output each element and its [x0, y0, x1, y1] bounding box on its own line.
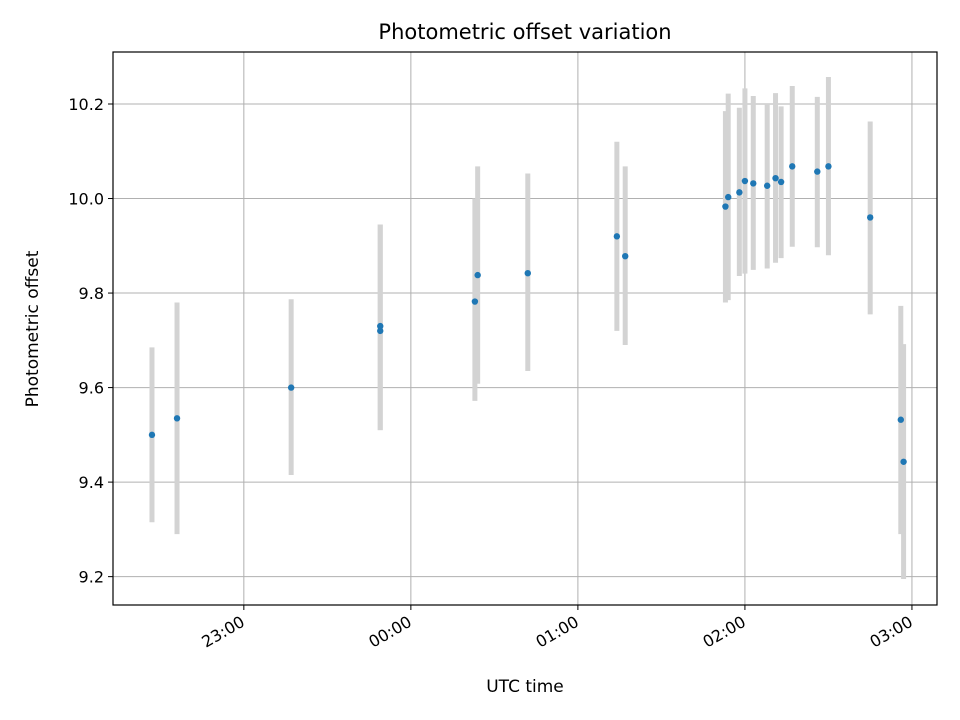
y-axis-label: Photometric offset — [23, 250, 43, 407]
data-point — [287, 384, 295, 391]
data-point — [866, 214, 874, 221]
data-point — [377, 327, 384, 335]
x-axis-label: UTC time — [486, 677, 564, 697]
data-point — [377, 322, 384, 330]
y-tick-label: 10.2 — [68, 95, 104, 114]
data-point — [777, 178, 785, 186]
data-point — [750, 180, 757, 187]
data-point — [900, 458, 907, 465]
data-point — [524, 270, 531, 277]
data-point — [897, 416, 905, 423]
data-point — [722, 203, 729, 210]
data-point — [173, 415, 181, 422]
data-point — [814, 168, 821, 175]
y-tick-label: 10.0 — [68, 190, 104, 209]
data-point — [622, 252, 629, 260]
y-tick-label: 9.4 — [79, 473, 104, 492]
data-point — [613, 233, 621, 240]
data-point — [471, 298, 479, 305]
data-point — [772, 174, 779, 182]
y-tick-label: 9.8 — [79, 284, 104, 303]
chart-title: Photometric offset variation — [378, 20, 671, 44]
y-tick-label: 9.2 — [79, 568, 104, 587]
plot-frame — [112, 51, 938, 606]
data-point — [763, 182, 771, 189]
y-axis-ticks: 9.2 9.4 9.6 9.8 10.0 10.2 — [68, 95, 113, 587]
data-point — [741, 177, 749, 185]
data-points — [148, 163, 907, 465]
data-point — [789, 163, 796, 170]
data-point — [736, 189, 743, 196]
data-point — [725, 193, 732, 201]
grid — [113, 52, 937, 605]
data-point — [148, 431, 156, 439]
data-point — [474, 271, 481, 279]
data-point — [825, 163, 832, 170]
y-tick-label: 9.6 — [79, 379, 104, 398]
